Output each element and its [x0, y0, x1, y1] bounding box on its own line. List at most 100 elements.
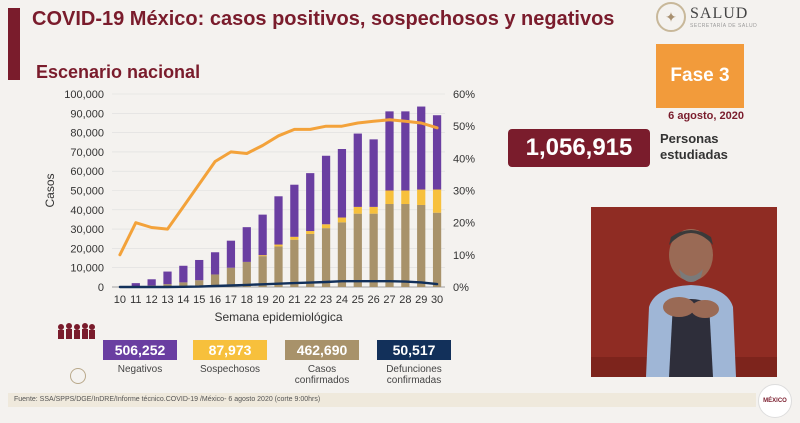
studied-label: Personas estudiadas	[660, 131, 728, 162]
bar-casos-confirmados	[242, 261, 251, 287]
x-tick-label: 24	[336, 294, 348, 306]
phase-badge: Fase 3	[656, 44, 744, 108]
bar-casos-confirmados	[321, 228, 331, 287]
bar-sospechosos	[258, 255, 267, 257]
x-axis-label: Semana epidemiológica	[214, 310, 342, 324]
bar-negativos	[385, 111, 394, 191]
x-tick-label: 16	[209, 294, 221, 306]
y-tick-label: 40,000	[70, 205, 104, 217]
x-tick-label: 27	[383, 294, 395, 306]
salud-logo: ✦ SALUD SECRETARÍA DE SALUD	[656, 2, 757, 32]
bar-sospechosos	[353, 206, 362, 214]
bar-casos-confirmados	[274, 246, 283, 287]
legend-item: 87,973 Sospechosos	[190, 340, 270, 375]
bar-casos-confirmados	[258, 256, 267, 287]
x-tick-label: 14	[177, 294, 189, 306]
bar-negativos	[290, 184, 299, 237]
x-tick-label: 22	[304, 294, 316, 306]
x-tick-label: 12	[146, 294, 158, 306]
x-tick-label: 19	[257, 294, 269, 306]
logo-name: SALUD	[690, 5, 749, 22]
bar-casos-confirmados	[417, 204, 426, 287]
bar-negativos	[432, 115, 442, 190]
legend-label: Defunciones confirmadas	[386, 364, 442, 386]
covid-cases-chart: 0 10,000 20,000 30,000 40,000 50,000 60,000 70,…	[43, 89, 475, 324]
x-tick-label: 21	[288, 294, 300, 306]
bar-casos-confirmados	[290, 239, 299, 287]
x-tick-label: 23	[320, 294, 332, 306]
page-title: COVID-19 México: casos positivos, sospec…	[32, 8, 615, 30]
interpreter-illustration	[591, 207, 777, 377]
y-tick-label: 60,000	[70, 166, 104, 178]
bar-casos-confirmados	[163, 284, 172, 287]
y2-tick-label: 40%	[453, 153, 475, 165]
y-tick-label: 20,000	[70, 243, 104, 255]
bar-casos-confirmados	[210, 274, 220, 287]
mexico-logo: MÉXICO	[758, 384, 792, 418]
bar-casos-confirmados	[306, 233, 315, 287]
bar-sospechosos	[306, 231, 315, 234]
x-tick-label: 20	[272, 294, 284, 306]
bar-sospechosos	[369, 206, 378, 214]
line-positividad	[118, 118, 439, 257]
bar-sospechosos	[337, 217, 347, 223]
bar-negativos	[242, 227, 251, 262]
legend-item: 506,252 Negativos	[100, 340, 180, 375]
legend-value: 462,690	[285, 340, 359, 360]
bar-negativos	[369, 139, 378, 207]
bar-casos-confirmados	[179, 282, 188, 287]
title-accent-bar	[8, 8, 20, 80]
bar-casos-confirmados	[432, 212, 442, 287]
legend-label: Sospechosos	[199, 364, 261, 375]
y-tick-label: 70,000	[70, 147, 104, 159]
x-tick-label: 30	[431, 294, 443, 306]
bar-negativos	[163, 271, 172, 285]
report-date: 6 agosto, 2020	[668, 110, 744, 122]
legend-item: 50,517 Defunciones confirmadas	[374, 340, 454, 386]
bar-casos-confirmados	[353, 213, 362, 287]
logo-subtitle: SECRETARÍA DE SALUD	[690, 23, 758, 29]
seal-icon: ✦	[656, 2, 686, 32]
legend-value: 506,252	[103, 340, 177, 360]
y2-tick-label: 0%	[453, 282, 469, 294]
bar-sospechosos	[385, 190, 394, 205]
y2-tick-label: 50%	[453, 121, 475, 133]
bar-negativos	[337, 149, 347, 218]
y-tick-label: 80,000	[70, 128, 104, 140]
bar-negativos	[179, 265, 188, 283]
sign-language-video	[591, 207, 777, 377]
bar-casos-confirmados	[401, 204, 410, 287]
x-tick-label: 17	[225, 294, 237, 306]
y2-tick-label: 10%	[453, 250, 475, 262]
line-defunciones-confirmadas	[118, 279, 439, 289]
legend-value: 87,973	[193, 340, 267, 360]
y-tick-label: 0	[98, 282, 104, 294]
bar-casos-confirmados	[369, 213, 378, 287]
bar-negativos	[401, 111, 410, 191]
bar-sospechosos	[290, 236, 299, 240]
bar-casos-confirmados	[385, 204, 394, 287]
x-tick-label: 15	[193, 294, 205, 306]
legend-value: 50,517	[377, 340, 451, 360]
bar-negativos	[258, 214, 267, 256]
x-tick-label: 11	[130, 294, 141, 306]
bar-negativos	[147, 279, 156, 286]
legend-label: Negativos	[117, 364, 163, 375]
y-tick-label: 100,000	[64, 89, 104, 101]
y-tick-label: 90,000	[70, 108, 104, 120]
bar-negativos	[417, 106, 426, 190]
legend-label: Casos confirmados	[294, 364, 350, 386]
y-tick-label: 30,000	[70, 224, 104, 236]
bar-negativos	[226, 240, 236, 268]
y-tick-label: 10,000	[70, 263, 104, 275]
bar-casos-confirmados	[195, 280, 204, 287]
seal-icon-small	[70, 368, 86, 384]
x-tick-label: 13	[161, 294, 173, 306]
y2-tick-label: 20%	[453, 218, 475, 230]
bar-negativos	[274, 196, 283, 245]
x-tick-label: 18	[241, 294, 253, 306]
bar-negativos	[210, 252, 220, 275]
heroes-icon	[58, 323, 95, 339]
source-note: Fuente: SSA/SPPS/DGE/InDRE/Informe técni…	[8, 393, 756, 407]
bar-negativos	[195, 259, 204, 281]
